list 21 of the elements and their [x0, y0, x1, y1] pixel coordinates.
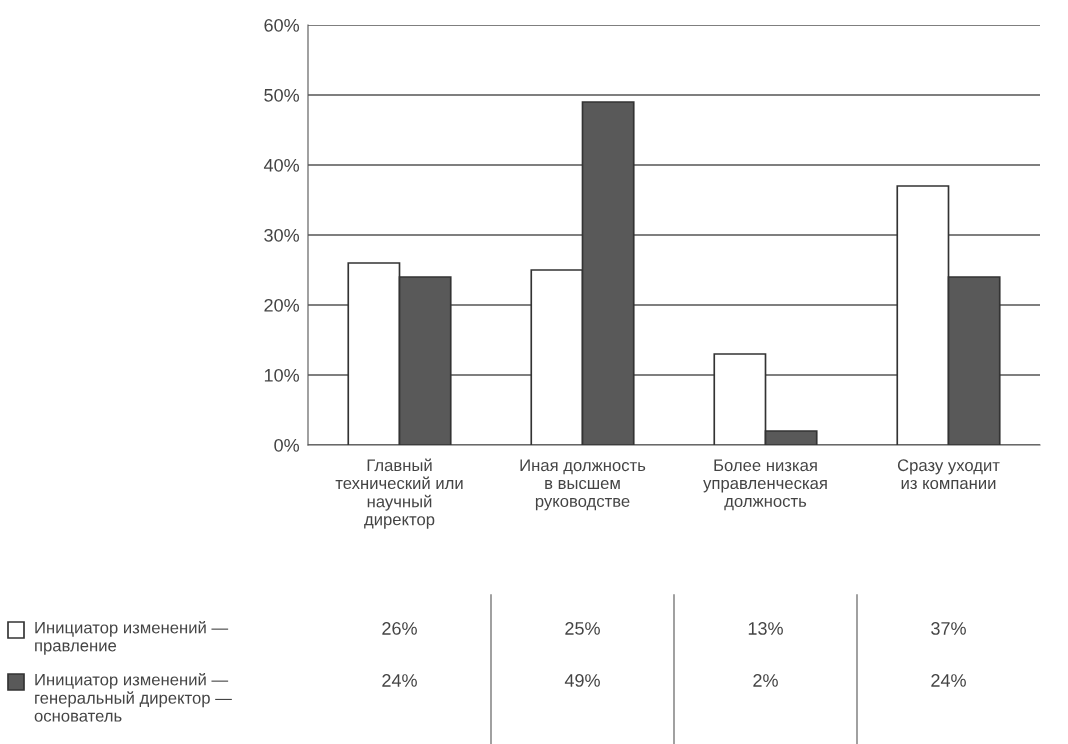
y-tick-label: 0% — [274, 438, 300, 452]
y-tick-label: 50% — [264, 88, 300, 102]
data-label: 13% — [748, 622, 783, 635]
x-tick-label: Иная должность в высшем руководстве — [520, 459, 646, 511]
legend-label: Инициатор изменений — правление — [35, 621, 229, 655]
y-tick-label: 40% — [263, 158, 300, 172]
data-label: 37% — [931, 622, 966, 635]
data-label: 26% — [382, 622, 417, 635]
x-tick-label: Главный технический или научный директор — [335, 458, 463, 529]
data-label: 49% — [564, 674, 600, 687]
data-label: 25% — [565, 622, 600, 635]
data-label: 24% — [931, 674, 966, 687]
data-label: 2% — [753, 674, 778, 687]
y-tick-label: 10% — [264, 368, 300, 382]
y-tick-label: 20% — [264, 298, 300, 312]
legend-label: Инициатор изменений — генеральный директор — основатель — [34, 673, 232, 722]
x-tick-label: Сразу уходит из компании — [897, 459, 1000, 490]
y-tick-label: 30% — [264, 228, 300, 242]
x-tick-label: Более низкая управленческая должность — [703, 459, 827, 511]
y-tick-label: 60% — [264, 18, 300, 32]
data-label: 24% — [382, 674, 417, 687]
